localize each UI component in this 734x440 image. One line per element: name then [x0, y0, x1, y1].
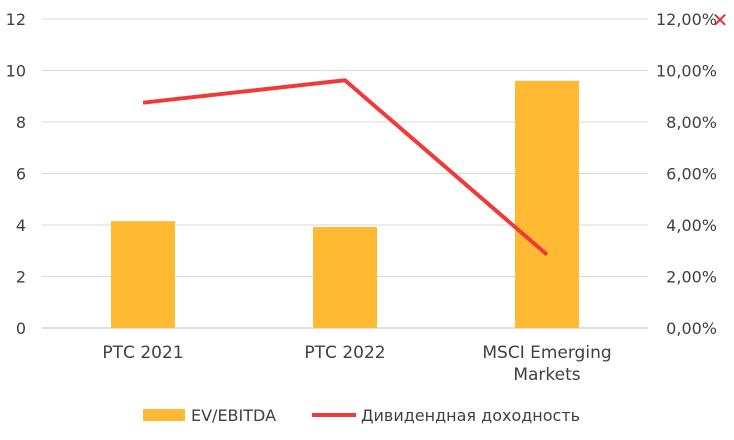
right-tick-label: 6,00%	[666, 165, 717, 184]
legend: EV/EBITDA Дивидендная доходность	[143, 406, 580, 425]
close-icon[interactable]: ✕	[712, 8, 729, 32]
legend-label-line: Дивидендная доходность	[361, 406, 580, 425]
legend-swatch-bar	[143, 409, 185, 421]
category-label: MSCI Emerging Markets	[482, 343, 611, 385]
right-axis: 0,00% 2,00% 4,00% 6,00% 8,00% 10,00% 12,00%	[656, 10, 717, 338]
legend-label-bar: EV/EBITDA	[191, 406, 276, 425]
bar-series	[111, 80, 579, 328]
right-tick-label: 2,00%	[666, 268, 717, 287]
left-tick-label: 10	[6, 62, 26, 81]
left-tick-label: 12	[6, 10, 26, 29]
left-tick-label: 2	[16, 268, 26, 287]
left-axis: 0 2 4 6 8 10 12	[6, 10, 26, 338]
bar	[111, 221, 175, 328]
left-tick-label: 8	[16, 113, 26, 132]
right-tick-label: 0,00%	[666, 319, 717, 338]
left-tick-label: 6	[16, 165, 26, 184]
category-axis: РТС 2021 РТС 2022 MSCI Emerging Markets	[102, 343, 611, 385]
right-tick-label: 4,00%	[666, 216, 717, 235]
line-series	[142, 78, 549, 257]
category-label: РТС 2022	[304, 343, 385, 363]
category-label: РТС 2021	[102, 343, 183, 363]
left-tick-label: 0	[16, 319, 26, 338]
right-tick-label: 12,00%	[656, 10, 717, 29]
right-tick-label: 10,00%	[656, 62, 717, 81]
left-tick-label: 4	[16, 216, 26, 235]
bar	[313, 227, 377, 328]
right-tick-label: 8,00%	[666, 113, 717, 132]
bar	[515, 80, 579, 328]
